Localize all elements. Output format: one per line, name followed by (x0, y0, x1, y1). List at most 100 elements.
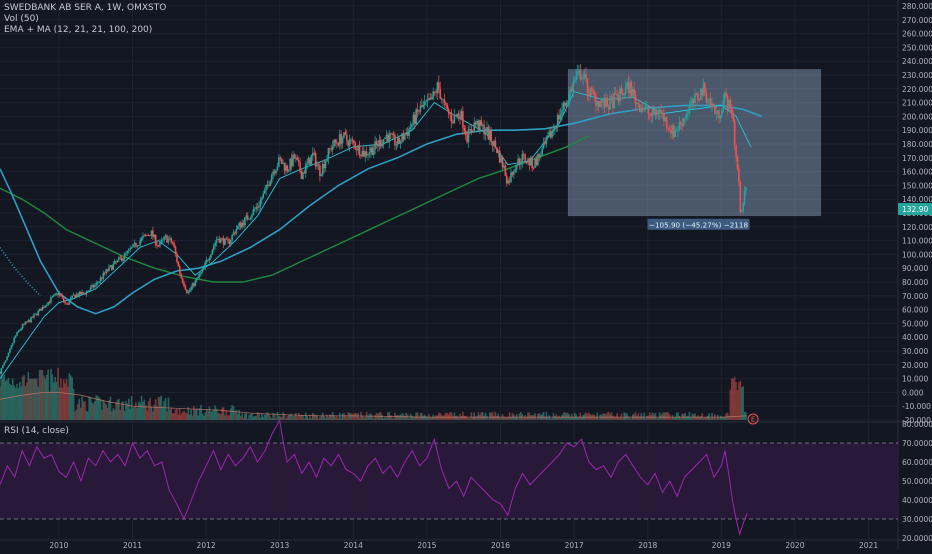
candle-body (548, 131, 551, 136)
candle-body (572, 81, 575, 92)
measure-label: −105.90 (−45.27%) −2118 (649, 220, 749, 229)
candle-body (13, 337, 15, 344)
candle-body (538, 154, 541, 157)
candle-body (47, 301, 49, 306)
candle-body (136, 245, 139, 247)
candle-body (218, 239, 221, 243)
volume-bar (639, 416, 641, 420)
candle-body (346, 134, 348, 141)
volume-bar (191, 415, 194, 420)
candle-body (627, 82, 630, 94)
volume-bar (571, 413, 573, 420)
volume-bar (139, 403, 141, 420)
volume-bar (739, 380, 742, 420)
volume-bar (69, 375, 72, 420)
candle-body (600, 101, 603, 103)
candle-body (648, 113, 651, 115)
volume-bar (454, 415, 457, 420)
candle-body (176, 253, 178, 262)
volume-bar (510, 417, 512, 420)
volume-bar (27, 372, 30, 420)
volume-bar (57, 367, 59, 420)
candle-body (503, 165, 505, 168)
candle-body (398, 137, 400, 144)
candle-body (341, 137, 344, 144)
volume-bar (38, 370, 41, 420)
volume-bar (343, 412, 345, 420)
volume-bar (55, 381, 58, 420)
candle-body (677, 129, 679, 131)
candle-body (743, 190, 746, 204)
candle-body (164, 235, 167, 237)
volume-bar (538, 412, 541, 420)
volume-bar (62, 379, 65, 420)
volume-bar (503, 416, 505, 420)
candle-body (261, 198, 263, 201)
candle-body (388, 133, 391, 143)
candle-body (589, 88, 592, 96)
candle-body (689, 103, 692, 107)
candle-body (143, 234, 146, 237)
candle-body (194, 280, 197, 286)
volume-bar (511, 412, 514, 420)
volume-bar (135, 402, 137, 420)
candle-body (295, 157, 297, 159)
candle-body (477, 120, 480, 131)
volume-bar (211, 411, 214, 420)
candle-body (610, 96, 613, 98)
volume-bar (28, 378, 31, 420)
volume-bar (286, 416, 289, 420)
candle-body (655, 111, 658, 115)
volume-bar (302, 415, 304, 420)
candle-body (128, 249, 130, 251)
volume-bar (522, 417, 525, 420)
volume-bar (715, 418, 718, 420)
candle-body (667, 127, 669, 130)
volume-bar (149, 397, 151, 420)
candle-body (382, 139, 385, 145)
volume-bar (566, 412, 569, 420)
volume-bar (698, 417, 701, 420)
candle-body (14, 335, 17, 338)
candle-body (116, 259, 119, 262)
volume-bar (471, 417, 474, 420)
candle-body (246, 215, 249, 220)
volume-bar (193, 405, 195, 420)
volume-bar (68, 373, 71, 420)
candle-body (521, 154, 524, 164)
volume-bar (488, 412, 491, 420)
candle-body (334, 139, 337, 143)
candle-body (554, 126, 556, 130)
volume-bar (480, 412, 483, 420)
legend-ema-ma[interactable]: EMA + MA (12, 21, 21, 100, 200) (4, 25, 153, 35)
candle-body (586, 78, 589, 94)
volume-bar (528, 412, 531, 420)
volume-bar (371, 415, 374, 420)
volume-bar (290, 413, 293, 420)
volume-bar (176, 408, 178, 420)
volume-bar (381, 414, 383, 420)
candle-body (528, 158, 531, 166)
volume-bar (241, 413, 243, 420)
volume-bar (333, 415, 335, 420)
volume-bar (732, 378, 735, 420)
volume-bar (280, 417, 283, 420)
time-tick-label: 2016 (491, 541, 510, 550)
candle-body (245, 215, 248, 218)
legend-volume[interactable]: Vol (50) (4, 14, 39, 24)
candle-body (456, 113, 459, 117)
legend-rsi[interactable]: RSI (14, close) (4, 426, 69, 436)
candle-body (514, 169, 517, 172)
volume-bar (292, 415, 294, 420)
volume-bar (545, 411, 548, 420)
candle-body (144, 234, 147, 236)
volume-bar (718, 417, 720, 420)
volume-bar (391, 417, 393, 420)
volume-bar (667, 412, 669, 420)
candle-body (133, 242, 136, 245)
volume-bar (320, 415, 323, 420)
candle-body (217, 239, 219, 240)
candle-body (552, 129, 555, 131)
candle-body (579, 70, 582, 80)
